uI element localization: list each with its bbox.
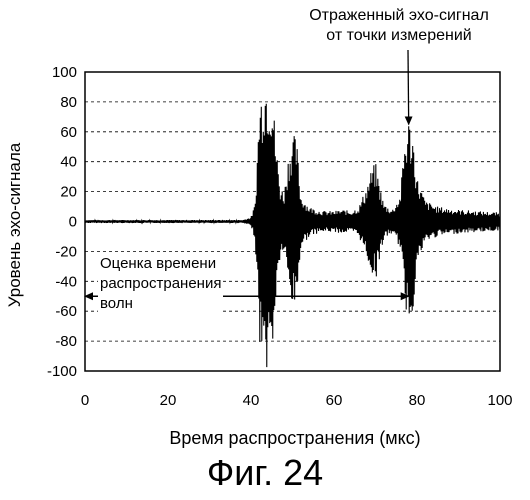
y-tick-label: -40 — [55, 273, 77, 290]
estimate-line-3: волн — [100, 294, 221, 314]
y-tick-label: -100 — [47, 363, 77, 380]
y-tick-label: -60 — [55, 303, 77, 320]
y-tick-label: 40 — [60, 154, 77, 171]
y-axis-title: Уровень эхо-сигнала — [5, 142, 24, 307]
propagation-estimate-label: Оценка времени распространения волн — [98, 254, 223, 314]
x-tick-label: 0 — [81, 392, 89, 409]
x-tick-label: 80 — [409, 392, 426, 409]
reflected-echo-callout: Отраженный эхо-сигнал от точки измерений — [268, 6, 530, 46]
echo-signal-line — [85, 104, 500, 367]
echo-waveform — [85, 104, 500, 367]
y-tick-label: -20 — [55, 243, 77, 260]
y-tick-label: 80 — [60, 94, 77, 111]
callout-line-1: Отраженный эхо-сигнал — [268, 6, 530, 26]
estimate-line-2: распространения — [100, 274, 221, 294]
y-tick-label: 20 — [60, 184, 77, 201]
y-tick-label: 60 — [60, 124, 77, 141]
x-axis-title: Время распространения (мкс) — [85, 428, 505, 449]
y-tick-labels: 100 80 60 40 20 0 -20 -40 -60 -80 -100 — [47, 64, 77, 380]
y-tick-label: 100 — [52, 64, 77, 81]
x-tick-label: 20 — [160, 392, 177, 409]
estimate-line-1: Оценка времени — [100, 254, 221, 274]
x-tick-label: 40 — [243, 392, 260, 409]
y-tick-label: 0 — [69, 214, 77, 231]
figure-label: Фиг. 24 — [0, 452, 530, 494]
x-tick-labels: 0 20 40 60 80 100 — [81, 392, 513, 409]
x-tick-label: 100 — [487, 392, 512, 409]
callout-pointer-arrow — [408, 50, 409, 124]
y-tick-label: -80 — [55, 333, 77, 350]
x-tick-label: 60 — [326, 392, 343, 409]
callout-line-2: от точки измерений — [268, 26, 530, 46]
